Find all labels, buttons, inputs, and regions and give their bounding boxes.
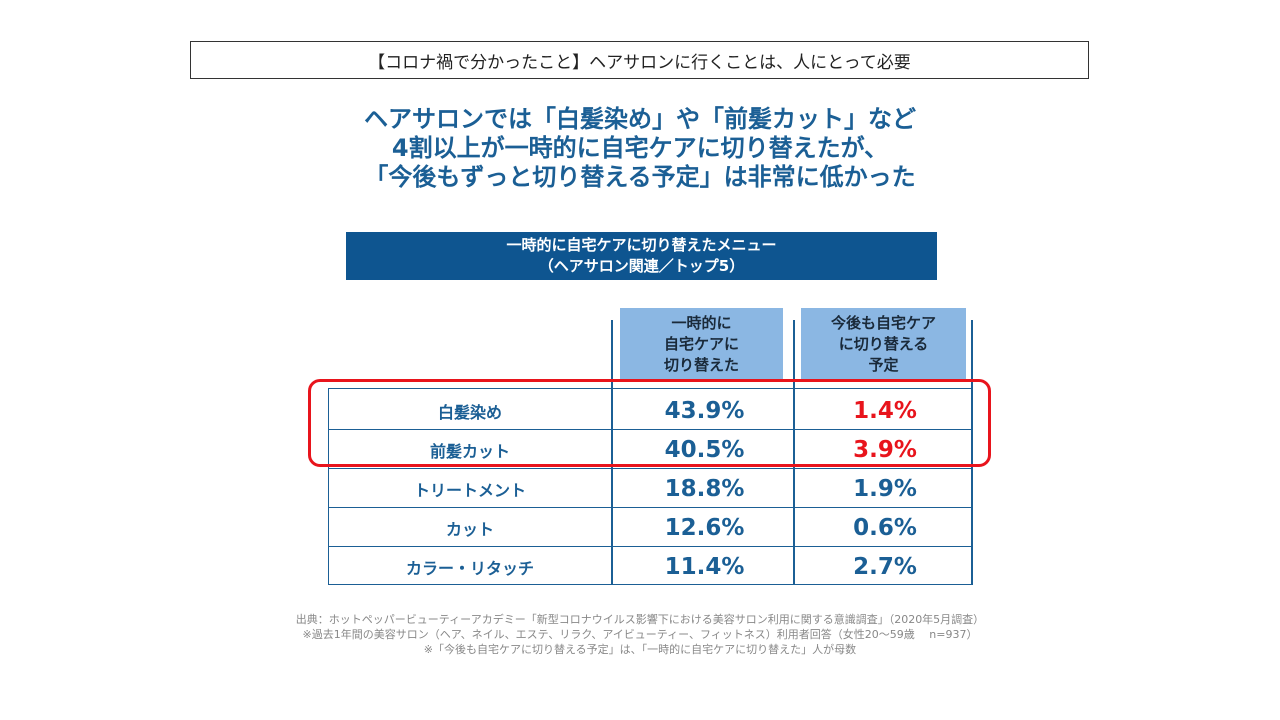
column-header-temporary-line: 自宅ケアに — [663, 334, 739, 353]
table-row: 白髪染め 43.9% 1.4% — [328, 391, 973, 431]
table-title: 一時的に自宅ケアに切り替えたメニュー （ヘアサロン関連／トップ5） — [346, 232, 937, 280]
row-label: 白髪染め — [437, 403, 502, 422]
value-future: 1.9% — [853, 476, 917, 502]
headline-line-3: 「今後もずっと切り替える予定」は非常に低かった — [364, 163, 916, 191]
row-label: トリートメント — [413, 481, 526, 500]
highlight-frame — [308, 379, 991, 467]
headline-line-2: 4割以上が一時的に自宅ケアに切り替えたが、 — [391, 134, 889, 162]
column-divider — [793, 320, 795, 585]
column-header-temporary: 一時的に 自宅ケアに 切り替えた — [620, 308, 783, 380]
row-separator — [328, 468, 973, 469]
column-header-future-line: 今後も自宅ケア — [830, 313, 936, 332]
column-header-temporary-line: 切り替えた — [663, 355, 739, 374]
table-row: カラー・リタッチ 11.4% 2.7% — [328, 547, 973, 587]
table-row: 前髪カット 40.5% 3.9% — [328, 430, 973, 470]
row-label: カット — [445, 520, 494, 539]
column-header-future: 今後も自宅ケア に切り替える 予定 — [801, 308, 966, 380]
headline-line-1: ヘアサロンでは「白髪染め」や「前髪カット」など — [364, 105, 916, 133]
value-future: 3.9% — [853, 437, 917, 463]
table-row: カット 12.6% 0.6% — [328, 508, 973, 548]
column-divider — [611, 320, 613, 585]
value-future: 2.7% — [853, 554, 917, 580]
row-separator — [328, 546, 973, 547]
source-line: 出典：ホットペッパービューティーアカデミー「新型コロナウイルス影響下における美容… — [295, 613, 985, 626]
data-table — [328, 388, 973, 585]
source-notes: 出典：ホットペッパービューティーアカデミー「新型コロナウイルス影響下における美容… — [240, 612, 1040, 657]
value-temporary: 43.9% — [664, 398, 745, 424]
column-header-temporary-line: 一時的に — [671, 313, 732, 332]
column-header-future-line: 予定 — [868, 355, 899, 374]
row-separator — [328, 507, 973, 508]
table-title-line-2: （ヘアサロン関連／トップ5） — [538, 257, 745, 275]
source-line: ※「今後も自宅ケアに切り替える予定」は、「一時的に自宅ケアに切り替えた」人が母数 — [423, 643, 857, 656]
row-label: 前髪カット — [429, 442, 510, 461]
value-future: 0.6% — [853, 515, 917, 541]
top-title-box: 【コロナ禍で分かったこと】ヘアサロンに行くことは、人にとって必要 — [190, 41, 1089, 79]
column-header-future-line: に切り替える — [838, 334, 929, 353]
table-title-line-1: 一時的に自宅ケアに切り替えたメニュー — [506, 236, 777, 254]
row-separator — [328, 429, 973, 430]
value-temporary: 11.4% — [664, 554, 745, 580]
value-temporary: 12.6% — [664, 515, 745, 541]
value-temporary: 18.8% — [664, 476, 745, 502]
headline: ヘアサロンでは「白髪染め」や「前髪カット」など 4割以上が一時的に自宅ケアに切り… — [240, 105, 1040, 192]
value-temporary: 40.5% — [664, 437, 745, 463]
row-label: カラー・リタッチ — [405, 559, 534, 578]
table-row: トリートメント 18.8% 1.9% — [328, 469, 973, 509]
value-future: 1.4% — [853, 398, 917, 424]
source-line: ※過去1年間の美容サロン（ヘア、ネイル、エステ、リラク、アイビューティー、フィッ… — [302, 628, 978, 641]
top-title: 【コロナ禍で分かったこと】ヘアサロンに行くことは、人にとって必要 — [368, 52, 911, 73]
